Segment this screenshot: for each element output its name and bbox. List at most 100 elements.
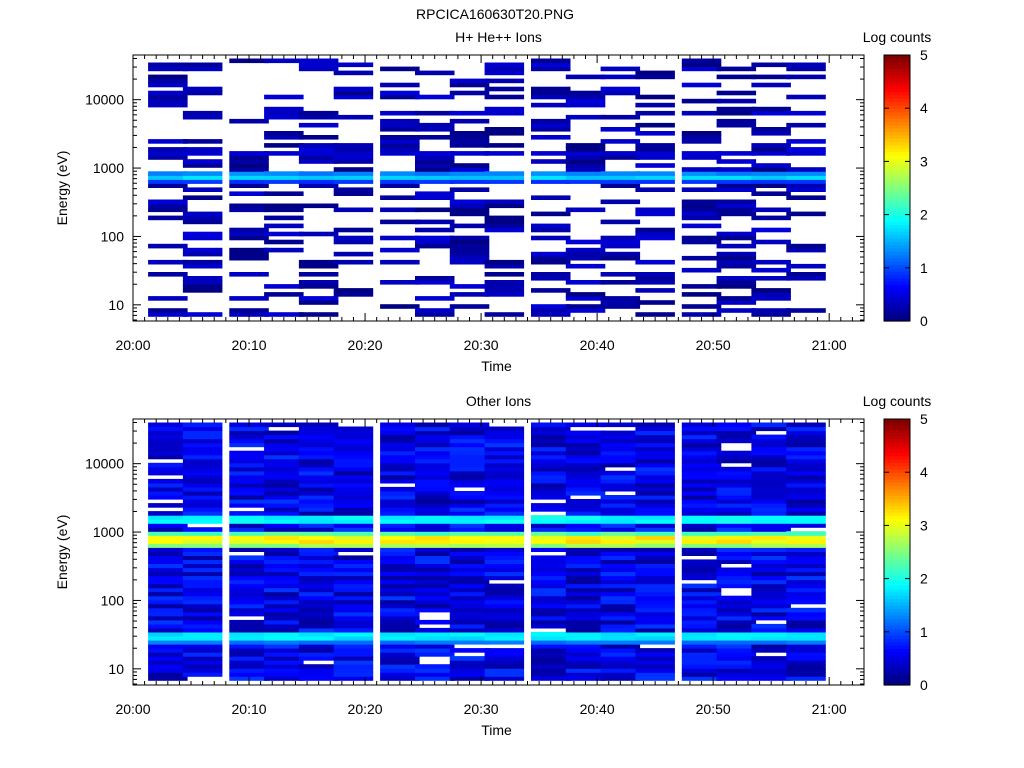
- heatmap-cell: [635, 151, 675, 156]
- heatmap-cell: [484, 599, 525, 605]
- heatmap-cell: [565, 563, 606, 569]
- heatmap-cell: [681, 131, 722, 136]
- heatmap-cell: [786, 438, 826, 444]
- heatmap-cell: [182, 668, 223, 673]
- heatmap-cell: [380, 143, 420, 148]
- heatmap-cell: [716, 482, 757, 488]
- heatmap-cell: [786, 531, 826, 536]
- heatmap-cell: [565, 636, 606, 641]
- colorbar-swatch: [884, 518, 910, 523]
- heatmap-cell: [565, 147, 606, 152]
- heatmap-cell: [380, 235, 420, 241]
- heatmap-cell: [531, 603, 571, 609]
- heatmap-cell: [182, 648, 223, 653]
- heatmap-cell: [148, 652, 188, 657]
- colorbar-swatch: [884, 601, 910, 606]
- colorbar-swatch: [884, 194, 910, 199]
- y-tick-label: 10000: [85, 92, 124, 108]
- heatmap-cell: [565, 499, 606, 504]
- heatmap-cell: [600, 86, 641, 92]
- heatmap-cell: [264, 239, 304, 245]
- heatmap-cell: [531, 640, 571, 645]
- heatmap-cell: [635, 175, 675, 180]
- colorbar-swatch: [884, 197, 910, 202]
- heatmap-cell: [565, 503, 606, 508]
- heatmap-cell: [298, 155, 339, 160]
- heatmap-cell: [751, 82, 791, 88]
- heatmap-cell: [264, 94, 304, 100]
- heatmap-cell: [333, 543, 374, 548]
- colorbar-swatch: [884, 665, 910, 669]
- heatmap-cell: [298, 450, 339, 456]
- heatmap-cell: [716, 491, 757, 496]
- heatmap-cell: [182, 276, 223, 281]
- heatmap-cell: [229, 118, 269, 124]
- heatmap-cell: [751, 631, 791, 637]
- heatmap-cell: [449, 90, 490, 96]
- heatmap-cell: [681, 547, 722, 552]
- heatmap-cell: [565, 462, 606, 468]
- heatmap-cell: [751, 644, 791, 649]
- heatmap-cell: [635, 434, 675, 440]
- heatmap-cell: [264, 591, 304, 597]
- heatmap-cell: [635, 276, 675, 281]
- heatmap-cell: [333, 239, 374, 245]
- heatmap-cell: [333, 627, 374, 633]
- heatmap-cell: [786, 595, 826, 601]
- heatmap-cell: [716, 211, 757, 217]
- heatmap-cell: [531, 288, 571, 293]
- heatmap-cell: [415, 555, 455, 560]
- heatmap-cell: [415, 151, 455, 156]
- heatmap-cell: [681, 527, 722, 532]
- heatmap-cell: [565, 304, 606, 309]
- heatmap-cell: [298, 547, 339, 552]
- heatmap-cell: [182, 179, 223, 184]
- heatmap-cell: [751, 495, 791, 500]
- colorbar-tick-label: 5: [920, 47, 928, 63]
- heatmap-cell: [565, 263, 606, 269]
- heatmap-cell: [333, 155, 374, 160]
- heatmap-cell: [565, 143, 606, 148]
- heatmap-cell: [333, 191, 374, 196]
- heatmap-cell: [531, 559, 571, 564]
- heatmap-cell: [565, 559, 606, 564]
- heatmap-cell: [298, 171, 339, 176]
- heatmap-cell: [786, 555, 826, 560]
- heatmap-cell: [229, 519, 269, 524]
- colorbar-swatch: [884, 277, 910, 282]
- colorbar-swatch: [884, 631, 910, 636]
- colorbar-swatch: [884, 231, 910, 236]
- heatmap-cell: [531, 491, 571, 496]
- heatmap-cell: [786, 503, 826, 508]
- colorbar-swatch: [884, 485, 910, 490]
- heatmap-cell: [229, 430, 269, 436]
- heatmap-cell: [264, 672, 304, 677]
- heatmap-cell: [681, 495, 722, 500]
- heatmap-cell: [484, 631, 525, 637]
- heatmap-cell: [681, 503, 722, 508]
- heatmap-cell: [449, 211, 490, 217]
- heatmap-cell: [333, 619, 374, 625]
- heatmap-cell: [229, 539, 269, 544]
- heatmap-cell: [716, 255, 757, 261]
- heatmap-cell: [182, 672, 223, 677]
- heatmap-cell: [415, 470, 455, 476]
- heatmap-cell: [716, 531, 757, 536]
- heatmap-cell: [751, 587, 791, 593]
- colorbar-swatch: [884, 124, 910, 129]
- colorbar-swatch: [884, 234, 910, 239]
- heatmap-cell: [565, 591, 606, 597]
- heatmap-cell: [298, 122, 339, 128]
- heatmap-cell: [565, 652, 606, 657]
- heatmap-cell: [565, 171, 606, 176]
- heatmap-cell: [264, 191, 304, 196]
- heatmap-cell: [565, 603, 606, 609]
- heatmap-cell: [484, 70, 525, 76]
- heatmap-cell: [380, 579, 420, 585]
- colorbar-swatch: [884, 251, 910, 256]
- heatmap-cell: [380, 82, 420, 88]
- heatmap-cell: [333, 607, 374, 613]
- heatmap-cell: [333, 672, 374, 677]
